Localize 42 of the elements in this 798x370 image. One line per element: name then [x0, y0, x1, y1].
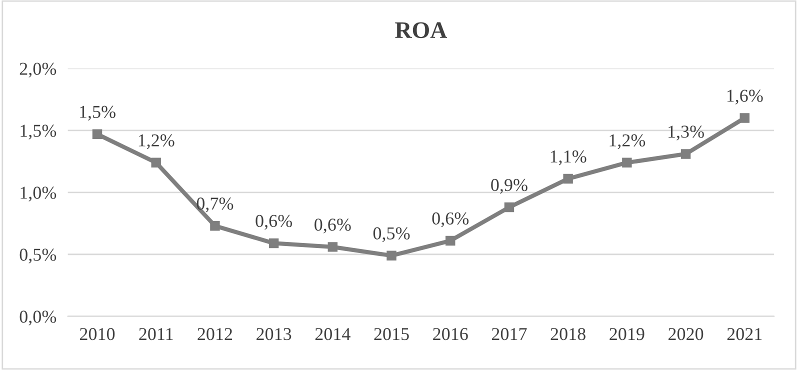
point: [563, 174, 573, 184]
point: [446, 236, 456, 246]
x-tick-label: 2011: [139, 328, 173, 340]
x-tick-label: 2013: [256, 328, 292, 340]
x-tick-label: 2014: [315, 328, 350, 340]
point: [622, 158, 632, 168]
point: [680, 149, 691, 159]
y-tick-label: 2,0%: [20, 62, 56, 78]
data-label: 0,5%: [373, 227, 410, 242]
x-tick-label: 2017: [492, 328, 527, 340]
point: [386, 250, 396, 260]
x-tick-label: 2018: [550, 328, 586, 340]
x-tick-label: 2019: [610, 328, 644, 340]
point: [268, 238, 279, 248]
point: [740, 113, 750, 123]
y-tick-label: 1,0%: [20, 186, 56, 202]
x-tick-label: 2015: [374, 328, 409, 340]
chart-title: ROA: [395, 22, 448, 38]
point: [151, 158, 161, 168]
x-tick-label: 2016: [433, 328, 468, 340]
point: [92, 129, 102, 140]
point: [210, 221, 220, 231]
data-label: 0,9%: [491, 178, 528, 194]
y-tick-label: 1,5%: [20, 124, 56, 140]
data-label: 1,5%: [80, 106, 116, 121]
data-label: 1,1%: [550, 150, 586, 166]
point: [504, 202, 514, 212]
data-label: 1,2%: [610, 134, 646, 150]
point: [328, 242, 338, 252]
data-label: 1,2%: [138, 134, 174, 150]
y-tick-label: 0,5%: [20, 248, 56, 264]
data-label: 1,6%: [727, 90, 763, 104]
data-label: 1,3%: [668, 126, 704, 140]
y-tick-label: 0,0%: [20, 310, 56, 326]
x-tick-label: 2012: [198, 328, 232, 340]
data-label: 0,6%: [432, 212, 469, 228]
data-label: 0,7%: [196, 198, 234, 212]
data-label: 0,6%: [314, 218, 351, 234]
x-tick-label: 2020: [668, 328, 704, 340]
data-label: 0,6%: [256, 214, 292, 230]
x-tick-label: 2010: [80, 328, 115, 340]
x-tick-label: 2021: [727, 328, 762, 340]
